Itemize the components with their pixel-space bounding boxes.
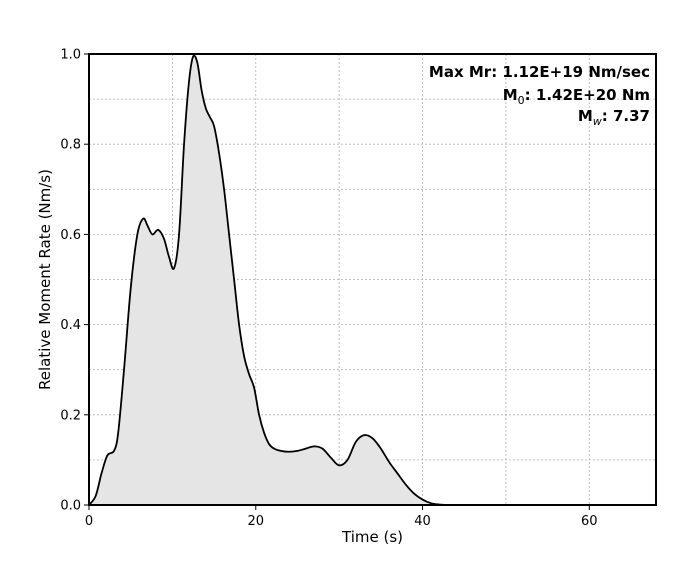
- x-tick-label: 0: [85, 514, 93, 529]
- y-tick-label: 0.6: [60, 228, 81, 243]
- annotation-m0: M0: 1.42E+20 Nm: [503, 86, 650, 107]
- m0-symbol: M: [503, 86, 518, 104]
- y-tick-label: 0.8: [60, 138, 81, 153]
- moment-rate-area: [89, 55, 656, 506]
- mw-value: : 7.37: [602, 107, 650, 125]
- annotation-max-mr: Max Mr: 1.12E+19 Nm/sec: [429, 63, 650, 81]
- moment-rate-line: [88, 54, 656, 506]
- m0-subscript: 0: [518, 94, 525, 107]
- y-tick-label: 0.0: [60, 499, 81, 514]
- y-tick-label: 0.4: [60, 318, 81, 333]
- x-tick-label: 40: [414, 514, 431, 529]
- plot-frame: [88, 53, 657, 506]
- annotation-mw: Mw: 7.37: [578, 107, 650, 128]
- y-tick-label: 1.0: [60, 48, 81, 63]
- x-axis-label: Time (s): [341, 528, 403, 546]
- mw-subscript: w: [593, 115, 602, 128]
- axis-ticks: 0 20 40 60 0.0 0.2 0.4 0.6 0.8 1.0: [60, 48, 597, 530]
- mw-symbol: M: [578, 107, 593, 125]
- y-axis-label: Relative Moment Rate (Nm/s): [36, 169, 54, 390]
- m0-value: : 1.42E+20 Nm: [525, 86, 650, 104]
- x-tick-label: 60: [581, 514, 598, 529]
- grid-lines: [89, 54, 656, 505]
- y-tick-label: 0.2: [60, 408, 81, 423]
- x-tick-label: 20: [247, 514, 264, 529]
